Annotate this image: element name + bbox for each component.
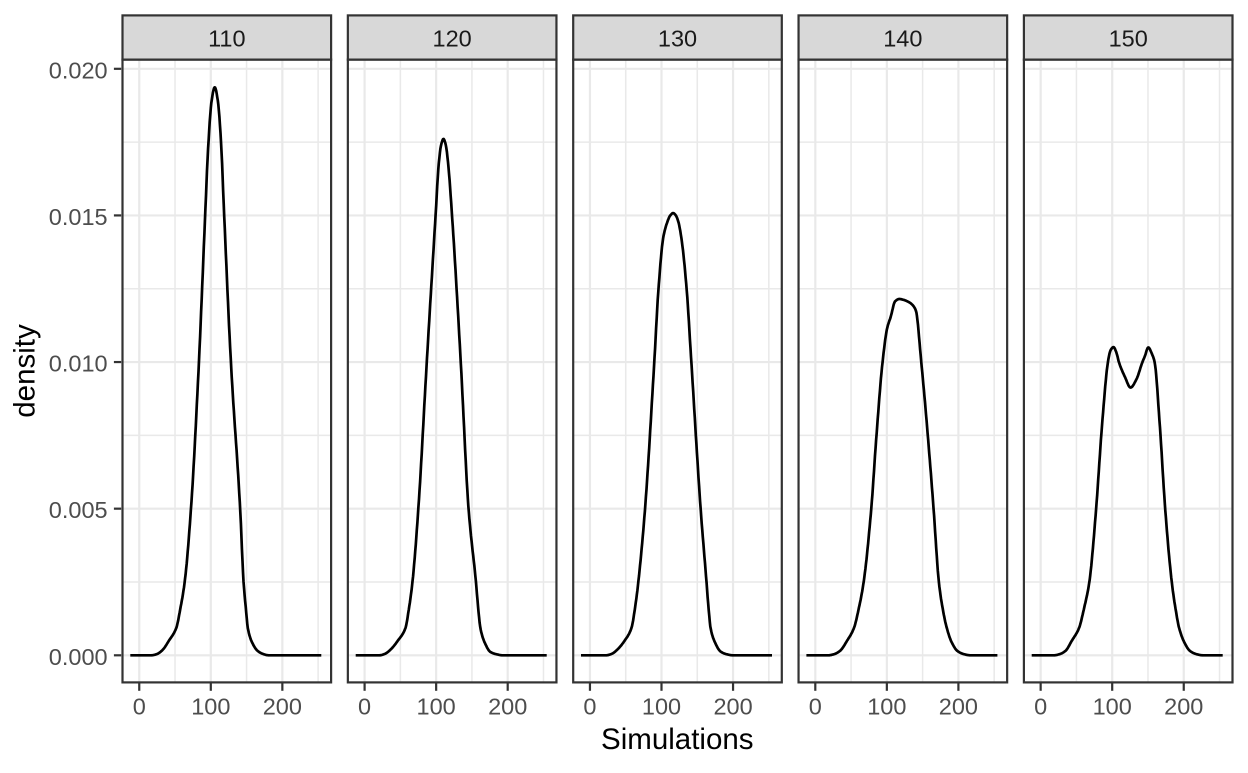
svg-text:0.020: 0.020 [49, 57, 108, 83]
svg-text:Simulations: Simulations [601, 723, 753, 756]
svg-text:100: 100 [867, 693, 906, 719]
svg-text:150: 150 [1109, 26, 1148, 52]
svg-text:0: 0 [583, 693, 596, 719]
svg-text:0.010: 0.010 [49, 351, 108, 377]
svg-text:200: 200 [939, 693, 978, 719]
svg-text:200: 200 [1164, 693, 1203, 719]
svg-text:0: 0 [1034, 693, 1047, 719]
svg-text:110: 110 [208, 26, 245, 52]
svg-text:0.000: 0.000 [49, 644, 108, 670]
svg-text:100: 100 [191, 693, 230, 719]
svg-text:100: 100 [417, 693, 456, 719]
svg-text:100: 100 [642, 693, 681, 719]
svg-text:120: 120 [433, 26, 472, 52]
svg-text:130: 130 [658, 26, 697, 52]
svg-text:density: density [9, 324, 42, 418]
svg-text:0: 0 [809, 693, 822, 719]
svg-text:200: 200 [488, 693, 527, 719]
svg-text:0.005: 0.005 [49, 497, 108, 523]
svg-text:100: 100 [1093, 693, 1132, 719]
svg-text:140: 140 [883, 26, 922, 52]
svg-text:200: 200 [713, 693, 752, 719]
svg-text:0: 0 [133, 693, 146, 719]
svg-text:0.015: 0.015 [49, 204, 108, 230]
svg-text:0: 0 [358, 693, 371, 719]
svg-text:200: 200 [263, 693, 302, 719]
